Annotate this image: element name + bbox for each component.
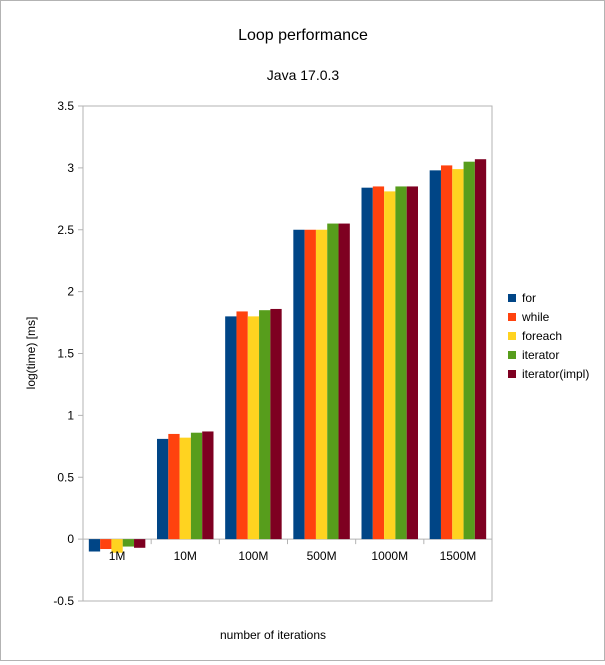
x-tick-label: 1M (109, 549, 126, 563)
x-tick-label: 10M (174, 549, 197, 563)
bar-iterator-1500m (463, 161, 475, 540)
bar-iterator-500m (327, 223, 339, 540)
x-tick-label: 1000M (371, 549, 408, 563)
legend-swatch (508, 350, 516, 359)
bar-foreach-10m (179, 437, 191, 540)
bar-foreach-1500m (452, 169, 464, 540)
x-axis-label: number of iterations (220, 628, 326, 642)
bar-for-1500m (429, 170, 441, 540)
bar-while-1500m (440, 165, 453, 540)
y-tick-label: 3.5 (57, 99, 74, 113)
legend-label: for (522, 290, 537, 305)
legend-item: iterator (508, 345, 589, 364)
legend-label: foreach (522, 328, 563, 343)
legend-swatch (508, 293, 516, 302)
bar-for-1000m (361, 187, 373, 540)
bar-iterator-impl--500m (338, 223, 350, 540)
bar-iterator-1m (122, 539, 135, 547)
bar-iterator-10m (190, 432, 203, 540)
legend-item: iterator(impl) (508, 364, 589, 383)
bar-foreach-100m (247, 316, 260, 540)
legend-swatch (508, 331, 516, 340)
legend-item: foreach (508, 326, 589, 345)
chart-title: Loop performance (238, 27, 368, 44)
bar-iterator-impl--1000m (406, 186, 418, 540)
bar-foreach-500m (315, 229, 328, 540)
legend-label: while (522, 309, 550, 324)
legend-item: while (508, 307, 589, 326)
bar-iterator-1000m (395, 186, 407, 540)
y-tick-label: 3 (67, 161, 74, 175)
bar-iterator-impl--10m (202, 431, 214, 540)
bar-iterator-impl--100m (270, 308, 282, 540)
legend-label: iterator(impl) (522, 366, 590, 381)
plot-area: -0.5 0 0.5 1 1.5 2 2.5 3 3.5 1M 10M 100M 500M 1000M 15… (53, 99, 493, 608)
bar-iterator-impl--1500m (474, 159, 487, 540)
chart-subtitle: Java 17.0.3 (267, 67, 340, 83)
y-tick-label: 2 (67, 285, 74, 299)
bar-foreach-1000m (384, 191, 396, 540)
bar-foreach-1m (111, 539, 123, 553)
bar-while-100m (236, 311, 248, 540)
bar-iterator-impl--1m (134, 539, 146, 548)
y-tick-label: 0.5 (57, 470, 74, 484)
legend-item: for (508, 288, 589, 307)
x-tick-label: 100M (238, 549, 268, 563)
x-tick-label: 1500M (440, 549, 477, 563)
x-tick-label: 500M (307, 549, 337, 563)
legend-swatch (508, 312, 516, 321)
bar-while-500m (304, 229, 316, 540)
bar-while-1m (100, 539, 112, 550)
bar-while-1000m (372, 186, 385, 540)
y-axis-label: log(time) [ms] (24, 317, 38, 390)
legend-label: iterator (522, 347, 560, 362)
legend-swatch (508, 369, 516, 378)
bar-while-10m (168, 433, 180, 540)
bar-for-1m (88, 539, 101, 552)
y-tick-label: 1 (67, 408, 74, 422)
y-tick-label: 2.5 (57, 223, 74, 237)
y-tick-label: 0 (67, 532, 74, 546)
y-tick-label: -0.5 (53, 594, 74, 608)
bar-for-100m (225, 316, 237, 540)
bar-iterator-100m (259, 310, 271, 540)
legend: for while foreach iterator iterator(impl) (508, 288, 589, 383)
y-tick-label: 1.5 (57, 347, 74, 361)
bar-for-10m (157, 438, 169, 540)
bar-for-500m (293, 229, 305, 540)
